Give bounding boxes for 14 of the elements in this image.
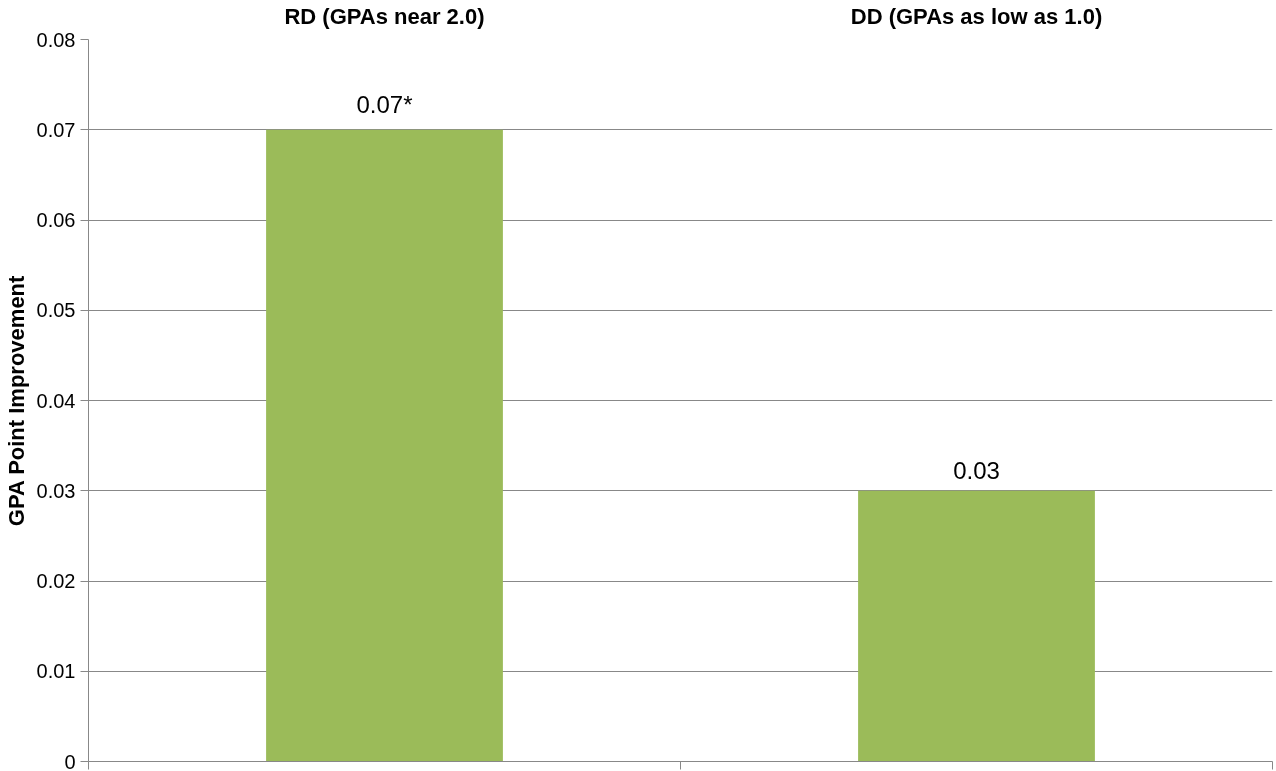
y-tick-label: 0.07 bbox=[36, 118, 76, 141]
x-tick-label: RD (GPAs near 2.0) bbox=[284, 3, 485, 29]
y-tick-label: 0 bbox=[64, 750, 76, 771]
y-tick-label: 0.08 bbox=[36, 28, 76, 51]
y-tick-label: 0.02 bbox=[36, 570, 76, 592]
y-axis-title: GPA Point Improvement bbox=[3, 274, 29, 527]
x-tick-label: DD (GPAs as low as 1.0) bbox=[850, 3, 1103, 29]
y-tick-label: 0.03 bbox=[36, 479, 76, 502]
y-tick-label: 0.06 bbox=[36, 209, 76, 231]
y-tick-label: 0.04 bbox=[36, 389, 76, 412]
y-tick-label: 0.01 bbox=[36, 660, 76, 683]
data-label: 0.03 bbox=[953, 456, 1000, 484]
y-tick-label: 0.05 bbox=[36, 299, 76, 322]
data-label: 0.07* bbox=[356, 90, 413, 118]
